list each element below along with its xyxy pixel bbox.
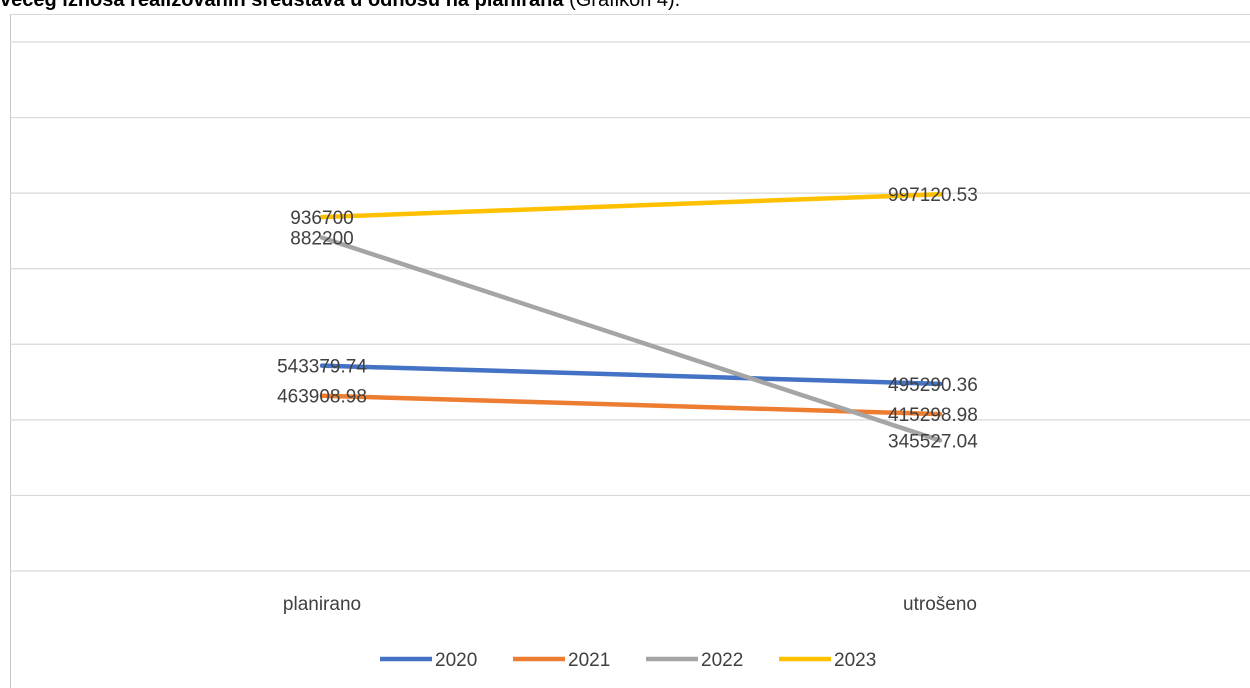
- series-lines: [319, 191, 943, 443]
- data-label: 345527.04: [888, 431, 978, 452]
- series-line-2022: [319, 235, 943, 443]
- data-labels: 543379.74 495290.36 463908.98 415298.98 8822…: [277, 185, 978, 452]
- heading-bold-text: većeg iznosa realizovanih sredstava u od…: [0, 0, 564, 11]
- legend: 2020 2021 2022 2023: [380, 650, 876, 671]
- data-label: 495290.36: [888, 375, 978, 396]
- x-tick-label: planirano: [283, 594, 361, 615]
- data-label: 882200: [290, 229, 353, 250]
- heading-normal-text: (Grafikon 4).: [563, 0, 681, 11]
- series-line-2021: [319, 393, 943, 417]
- data-label: 463908.98: [277, 387, 367, 408]
- legend-label: 2023: [834, 650, 876, 671]
- legend-label: 2022: [701, 650, 743, 671]
- x-tick-label: utrošeno: [903, 594, 977, 615]
- data-label: 543379.74: [277, 357, 367, 378]
- data-label: 997120.53: [888, 185, 978, 206]
- data-label: 936700: [290, 208, 353, 229]
- data-label: 415298.98: [888, 405, 978, 426]
- chart-frame: [10, 14, 1250, 688]
- series-line-2023: [319, 191, 943, 220]
- x-axis: planirano utrošeno: [283, 594, 977, 615]
- document-heading: većeg iznosa realizovanih sredstava u od…: [0, 0, 680, 15]
- gridlines: [10, 41, 1250, 572]
- legend-label: 2020: [435, 650, 477, 671]
- legend-label: 2021: [568, 650, 610, 671]
- series-line-2020: [319, 363, 943, 387]
